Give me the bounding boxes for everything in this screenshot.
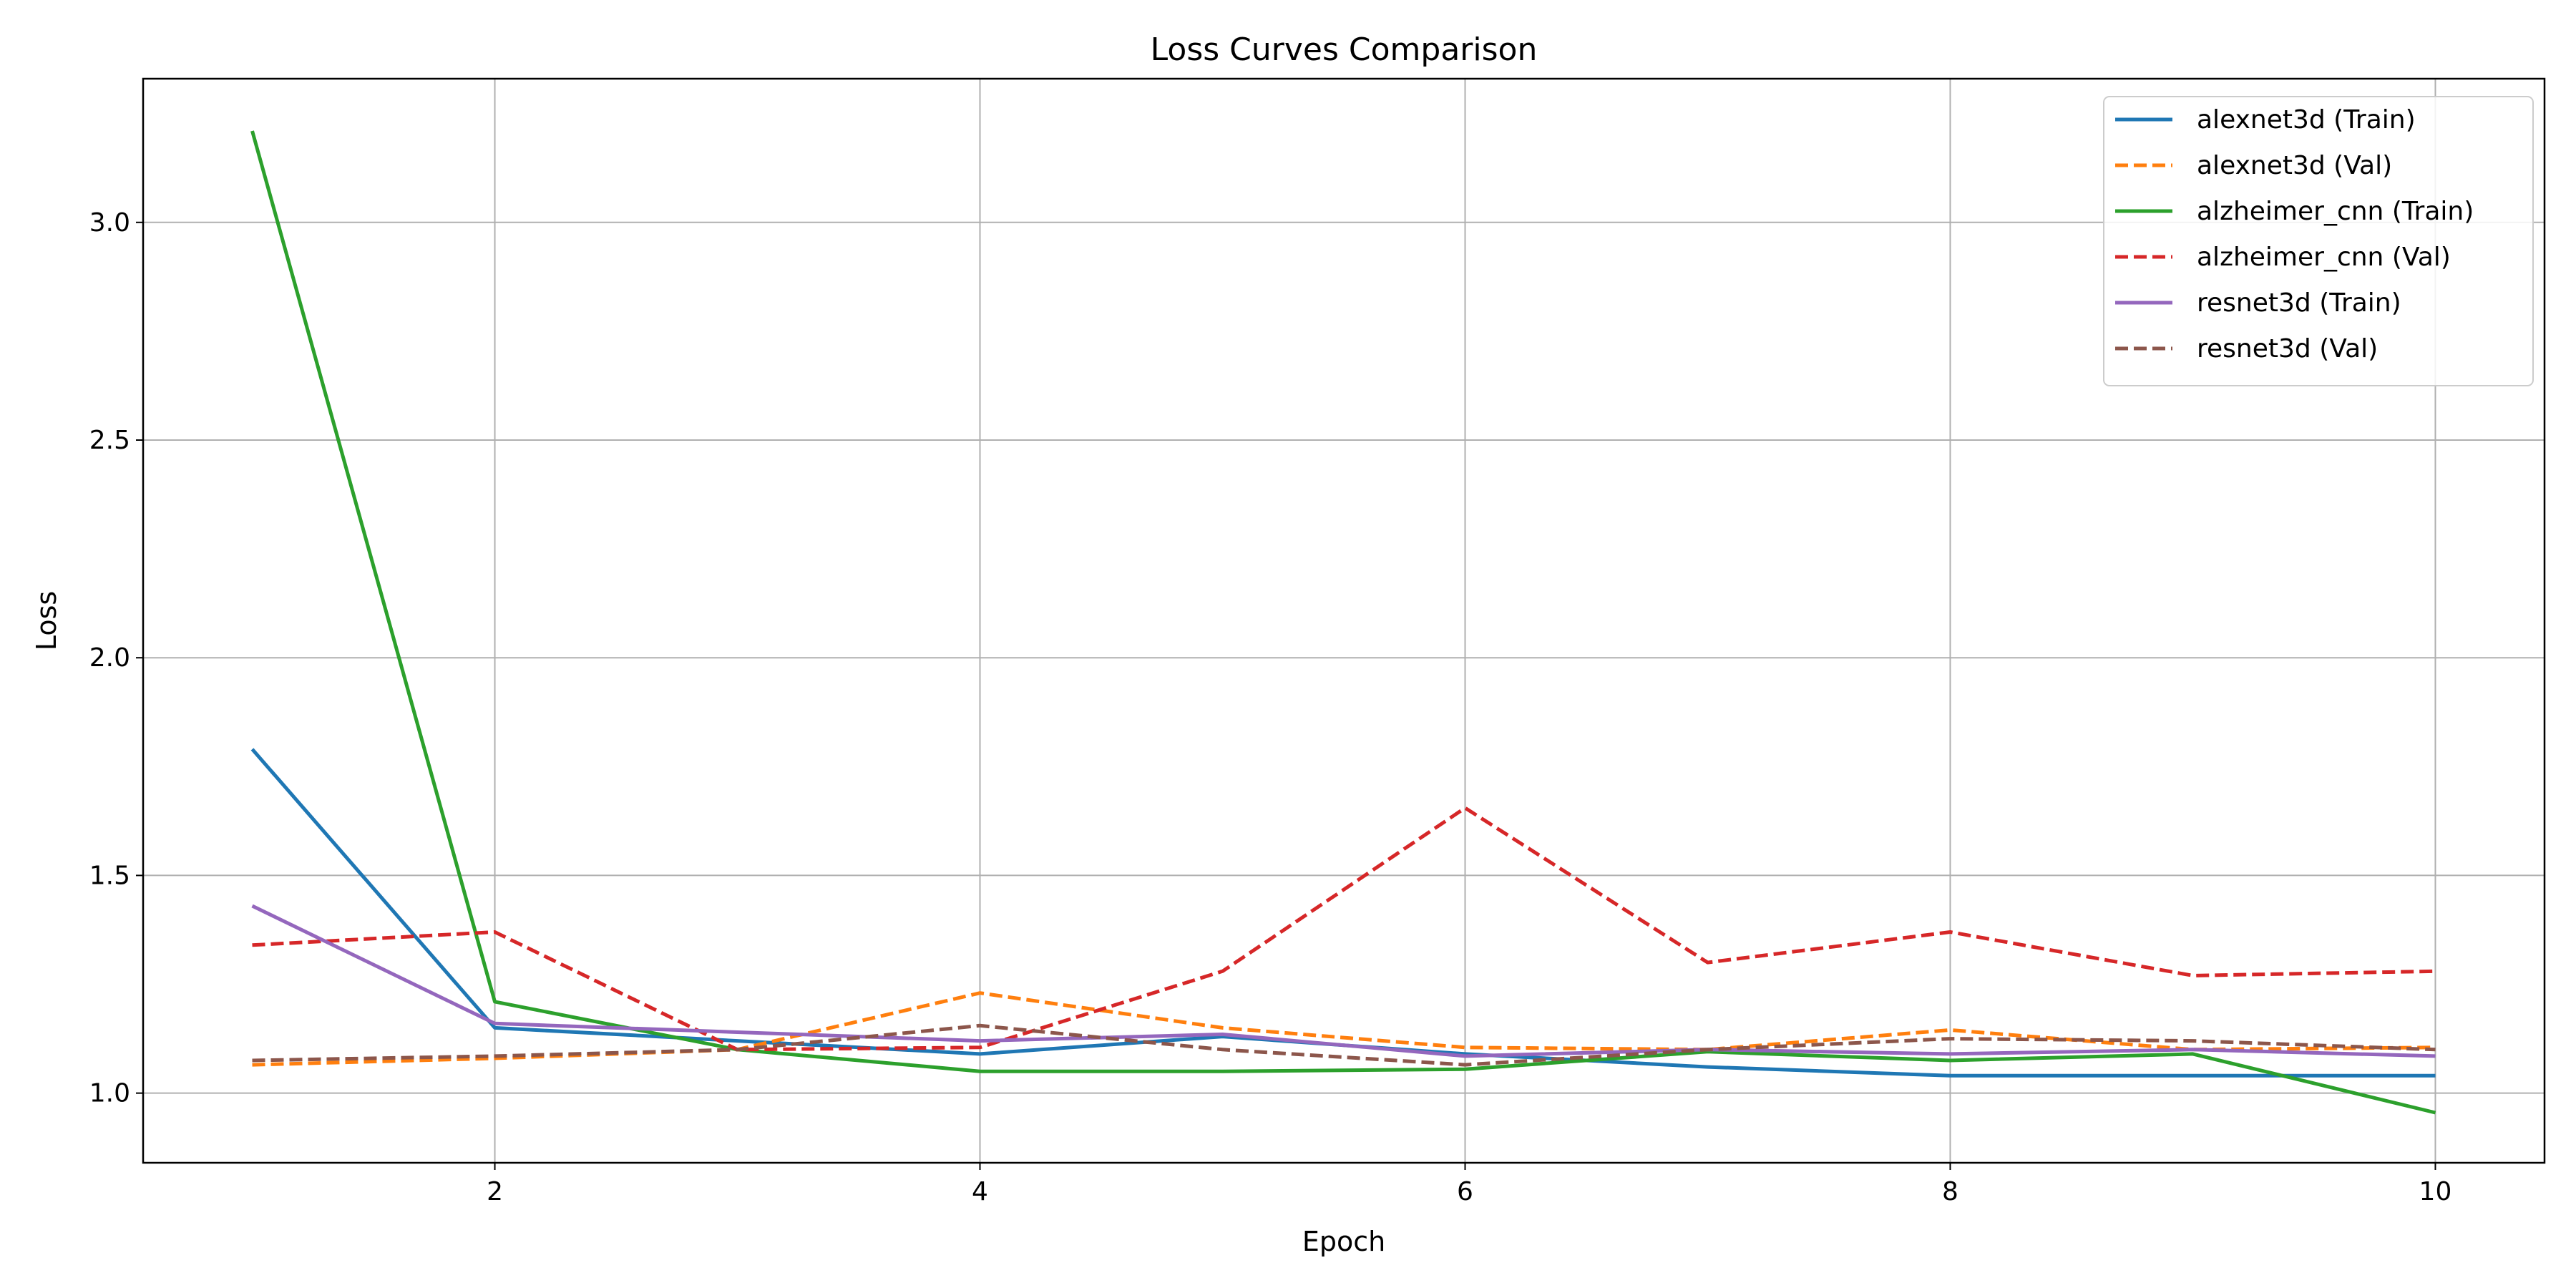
legend-label: alexnet3d (Train) — [2197, 105, 2416, 135]
legend-label: alzheimer_cnn (Train) — [2197, 197, 2474, 226]
plot-series — [250, 130, 2436, 1115]
series-line-alzheimer-cnn-val — [252, 806, 2436, 1052]
y-tick-label: 1.0 — [89, 1079, 130, 1108]
y-tick-label: 2.5 — [89, 426, 130, 455]
x-tick-label: 2 — [487, 1177, 503, 1206]
legend-box — [2103, 96, 2534, 386]
y-tick-label: 1.5 — [89, 861, 130, 890]
series-line-alzheimer-cnn-train — [250, 130, 2436, 1115]
plot-frame — [142, 77, 2546, 1164]
x-tick-label: 10 — [2419, 1177, 2452, 1206]
series-line-resnet3d-train — [251, 904, 2436, 1058]
x-tick-label: 6 — [1457, 1177, 1473, 1206]
legend: alexnet3d (Train) alexnet3d (Val) alzheime… — [2103, 96, 2534, 386]
y-tick-label: 2.0 — [89, 643, 130, 673]
legend-label: alzheimer_cnn (Val) — [2197, 243, 2451, 272]
axis-ticks: 2 4 6 8 10 1.0 1.5 2.0 2.5 3.0 — [89, 208, 2452, 1206]
x-tick-label: 8 — [1942, 1177, 1958, 1206]
chart-title: Loss Curves Comparison — [1151, 31, 1538, 68]
x-axis-label: Epoch — [1302, 1226, 1385, 1257]
y-axis-label: Loss — [31, 591, 62, 650]
legend-label: alexnet3d (Val) — [2197, 151, 2392, 180]
legend-label: resnet3d (Train) — [2197, 288, 2401, 318]
series-line-resnet3d-val — [252, 1023, 2436, 1067]
legend-label: resnet3d (Val) — [2197, 334, 2378, 364]
y-tick-label: 3.0 — [89, 208, 130, 238]
x-tick-label: 4 — [972, 1177, 988, 1206]
